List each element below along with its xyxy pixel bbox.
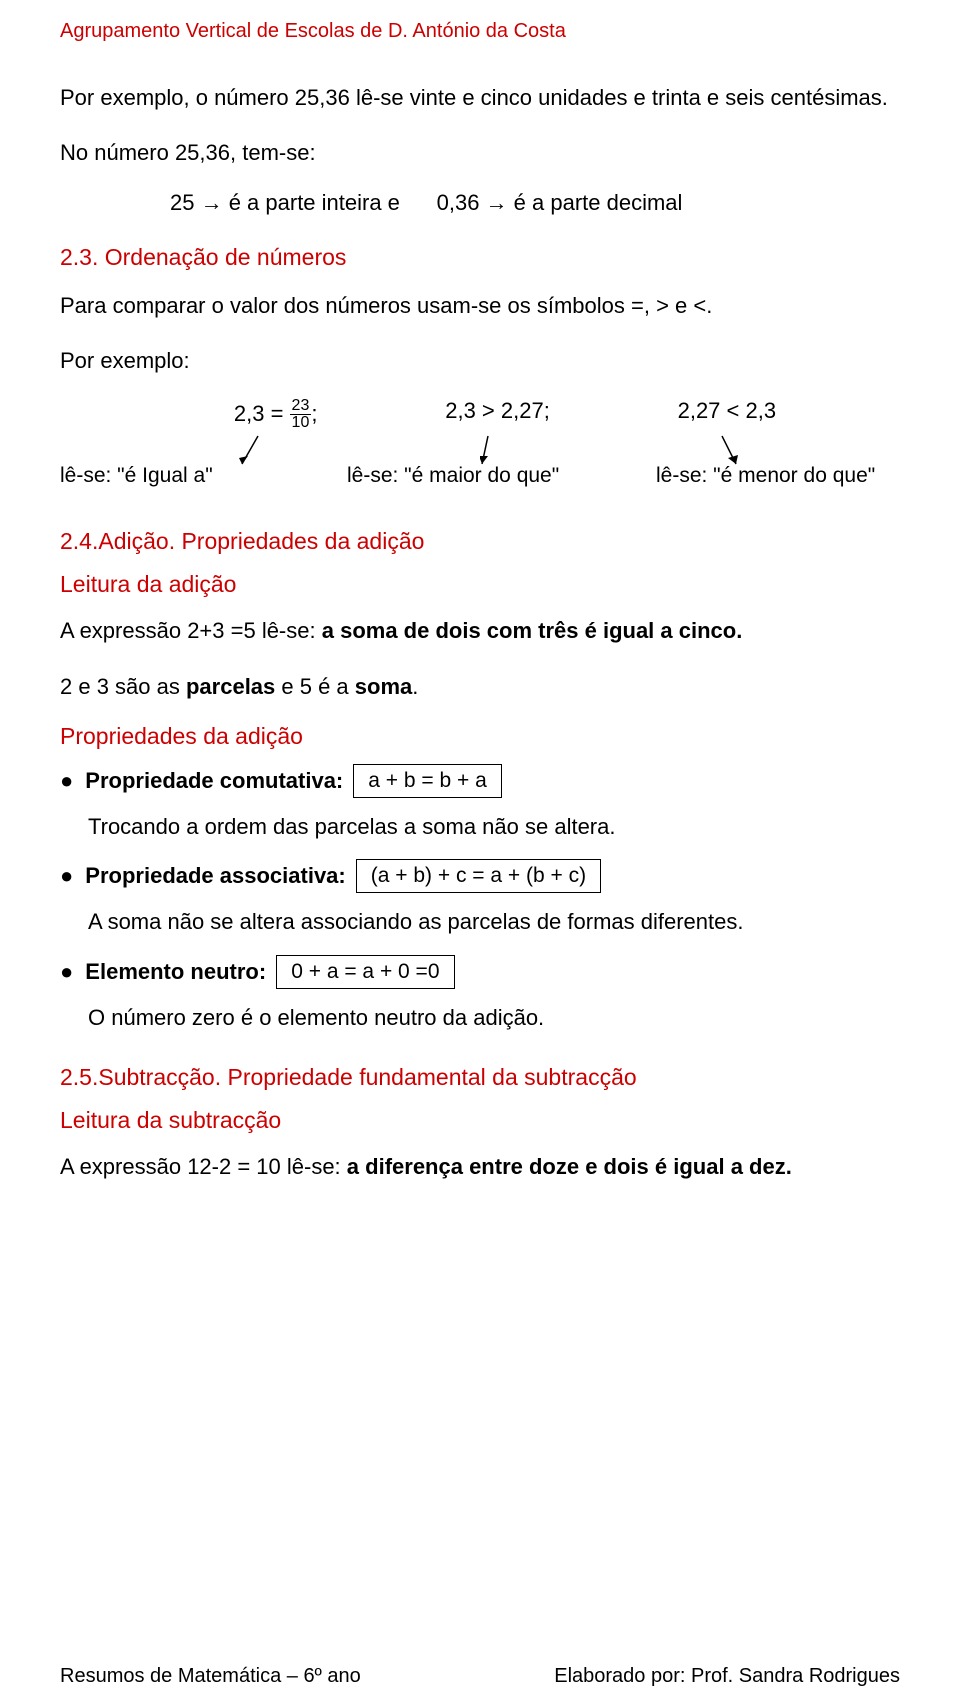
subheading-propriedades-adicao: Propriedades da adição: [60, 723, 900, 750]
paragraph-example-reading: Por exemplo, o número 25,36 lê-se vinte …: [60, 79, 900, 116]
label-igual-a: lê-se: "é Igual a": [60, 464, 213, 488]
integer-decimal-parts: 25 → é a parte inteira e 0,36 → é a part…: [60, 190, 900, 216]
comutativa-label: Propriedade comutativa:: [85, 768, 343, 794]
soma-reading-b: a soma de dois com três é igual a cinco.: [322, 618, 743, 643]
comutativa-desc: Trocando a ordem das parcelas a soma não…: [88, 808, 900, 845]
example-equal-tail: ;: [311, 401, 317, 426]
associativa-formula-box: (a + b) + c = a + (b + c): [356, 859, 601, 893]
comparison-examples-row: 2,3 = 23 10 ; 2,3 > 2,27; 2,27 < 2,3: [60, 398, 900, 433]
bullet-icon: ●: [60, 863, 73, 889]
decimal-part-text: 0,36 → é a parte decimal: [437, 190, 683, 215]
diferenca-b: a diferença entre doze e dois é igual a …: [347, 1154, 792, 1179]
associativa-desc: A soma não se altera associando as parce…: [88, 903, 900, 940]
paragraph-diferenca-reading: A expressão 12-2 = 10 lê-se: a diferença…: [60, 1148, 900, 1185]
parcelas-e: .: [412, 674, 418, 699]
bullet-icon: ●: [60, 768, 73, 794]
section-2-3-title: 2.3. Ordenação de números: [60, 244, 900, 271]
school-header: Agrupamento Vertical de Escolas de D. An…: [60, 20, 900, 43]
footer-right: Elaborado por: Prof. Sandra Rodrigues: [554, 1665, 900, 1688]
example-equal-lhs: 2,3 =: [234, 401, 284, 426]
label-maior-que: lê-se: "é maior do que": [347, 464, 559, 488]
comutativa-formula-box: a + b = b + a: [353, 764, 502, 798]
page: Agrupamento Vertical de Escolas de D. An…: [0, 0, 960, 1706]
bullet-elemento-neutro: ● Elemento neutro: 0 + a = a + 0 =0: [60, 955, 900, 989]
bullet-icon: ●: [60, 959, 73, 985]
fraction-denominator: 10: [290, 415, 312, 432]
associativa-label: Propriedade associativa:: [85, 863, 345, 889]
page-footer: Resumos de Matemática – 6º ano Elaborado…: [60, 1665, 900, 1688]
subheading-leitura-subtraccao: Leitura da subtracção: [60, 1107, 900, 1134]
subheading-leitura-adicao: Leitura da adição: [60, 571, 900, 598]
paragraph-parcelas-soma: 2 e 3 são as parcelas e 5 é a soma.: [60, 668, 900, 705]
paragraph-soma-reading: A expressão 2+3 =5 lê-se: a soma de dois…: [60, 612, 900, 649]
bullet-comutativa: ● Propriedade comutativa: a + b = b + a: [60, 764, 900, 798]
parcelas-a: 2 e 3 são as: [60, 674, 186, 699]
diferenca-a: A expressão 12-2 = 10 lê-se:: [60, 1154, 347, 1179]
section-2-4-title: 2.4.Adição. Propriedades da adição: [60, 528, 900, 555]
arrow-labels-row: lê-se: "é Igual a" lê-se: "é maior do qu…: [60, 436, 900, 492]
bullet-associativa: ● Propriedade associativa: (a + b) + c =…: [60, 859, 900, 893]
paragraph-compare-symbols: Para comparar o valor dos números usam-s…: [60, 287, 900, 324]
label-menor-que: lê-se: "é menor do que": [656, 464, 875, 488]
paragraph-por-exemplo: Por exemplo:: [60, 342, 900, 379]
integer-part-text: 25 → é a parte inteira e: [170, 190, 400, 215]
elemento-neutro-label: Elemento neutro:: [85, 959, 266, 985]
parcelas-c: e 5 é a: [275, 674, 355, 699]
parcelas-d: soma: [355, 674, 412, 699]
arrow-icon: [238, 434, 268, 470]
section-2-5-title: 2.5.Subtracção. Propriedade fundamental …: [60, 1064, 900, 1091]
example-greater: 2,3 > 2,27;: [445, 398, 550, 433]
parcelas-b: parcelas: [186, 674, 275, 699]
fraction-numerator: 23: [290, 398, 312, 416]
footer-left: Resumos de Matemática – 6º ano: [60, 1665, 361, 1688]
elemento-neutro-formula-box: 0 + a = a + 0 =0: [276, 955, 454, 989]
soma-reading-a: A expressão 2+3 =5 lê-se:: [60, 618, 322, 643]
paragraph-number-intro: No número 25,36, tem-se:: [60, 134, 900, 171]
elemento-neutro-desc: O número zero é o elemento neutro da adi…: [88, 999, 900, 1036]
fraction-23-10: 23 10: [290, 398, 312, 433]
example-less: 2,27 < 2,3: [678, 398, 776, 433]
example-equal: 2,3 = 23 10 ;: [234, 398, 318, 433]
